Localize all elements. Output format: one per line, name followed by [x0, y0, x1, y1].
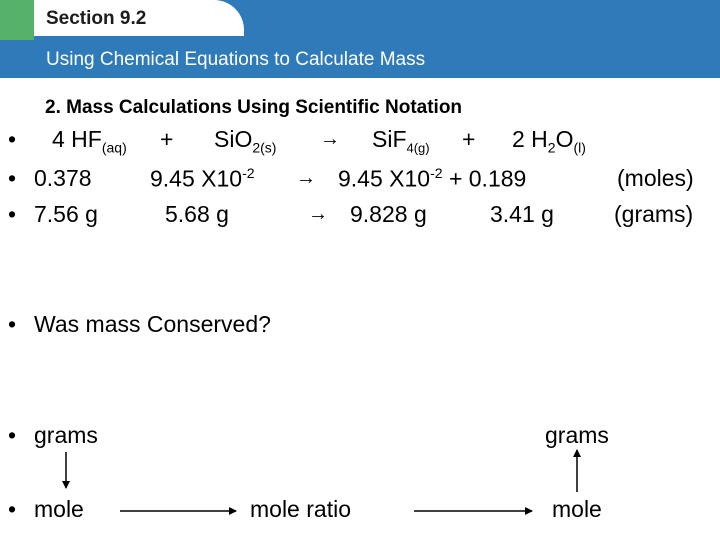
plus-sign: + — [160, 126, 174, 152]
flow-grams-right: grams — [545, 422, 609, 448]
arrow-icon: → — [320, 128, 340, 150]
grams-sif4: 9.828 g — [350, 201, 427, 227]
bullet: • — [8, 311, 17, 337]
reactant-sio2: SiO2(s) — [214, 126, 277, 156]
bullet: • — [8, 201, 17, 227]
product-water: 2 H2O(l) — [512, 126, 586, 156]
plus-sign: + — [462, 126, 476, 152]
moles-products: 9.45 X10-2 + 0.189 — [338, 165, 527, 192]
section-tab — [34, 0, 244, 36]
grams-hf: 7.56 g — [34, 201, 98, 227]
product-sif4: SiF4(g) — [372, 126, 430, 156]
reactant-hf: 4 HF(aq) — [52, 126, 127, 156]
moles-unit: (moles) — [617, 165, 694, 191]
arrow-icon: → — [296, 167, 316, 189]
flow-grams-left: grams — [34, 422, 98, 448]
moles-hf: 0.378 — [34, 165, 92, 191]
bullet: • — [8, 422, 17, 448]
grams-sio2: 5.68 g — [165, 201, 229, 227]
flow-mole-right: mole — [552, 496, 602, 522]
bullet: • — [8, 496, 17, 522]
section-title: Using Chemical Equations to Calculate Ma… — [46, 49, 426, 70]
arrow-icon: → — [308, 203, 328, 225]
question-text: Was mass Conserved? — [34, 311, 271, 337]
moles-sio2: 9.45 X10-2 — [150, 165, 255, 192]
flow-mole-ratio: mole ratio — [250, 496, 351, 522]
bullet: • — [8, 126, 17, 152]
flow-mole-left: mole — [34, 496, 84, 522]
bullet: • — [8, 165, 17, 191]
header-accent-block — [0, 0, 34, 40]
section-label: Section 9.2 — [46, 8, 147, 29]
grams-unit: (grams) — [614, 201, 694, 227]
subheading: 2. Mass Calculations Using Scientific No… — [45, 97, 463, 118]
grams-water: 3.41 g — [490, 201, 554, 227]
